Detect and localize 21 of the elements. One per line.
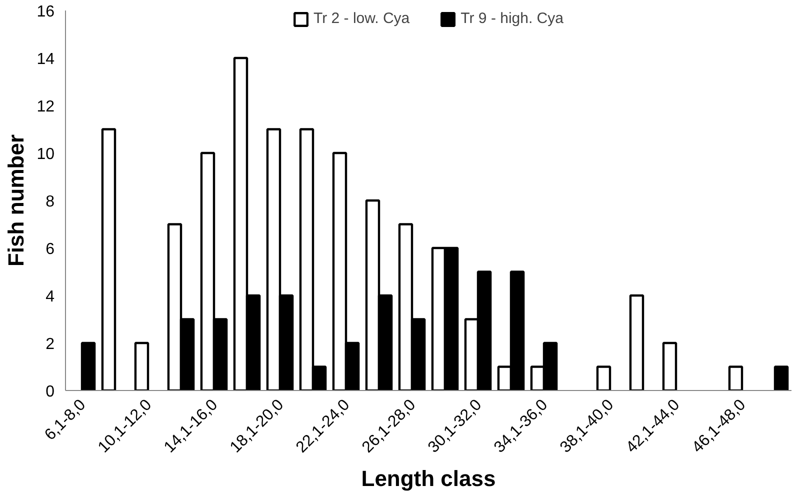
bar [596, 366, 612, 390]
y-tick-label: 8 [46, 194, 55, 210]
y-tick-label: 2 [46, 336, 55, 353]
y-tick-label: 0 [46, 384, 55, 400]
y-tick-label: 14 [36, 51, 55, 68]
legend-label: Tr 9 - high. Cya [460, 10, 564, 27]
bar [662, 342, 678, 390]
y-tick-label: 10 [36, 146, 55, 163]
bar [80, 342, 96, 390]
y-tick-label: 16 [36, 4, 55, 20]
x-axis-title: Length class [361, 466, 496, 491]
bar [629, 294, 644, 390]
y-tick-label: 12 [36, 98, 55, 116]
bar [101, 128, 116, 390]
legend-label: Tr 2 - low. Cya [314, 10, 410, 27]
y-axis-title: Fish number [4, 134, 29, 267]
bar [728, 366, 744, 390]
bar [774, 366, 789, 390]
y-tick-label: 4 [46, 288, 55, 306]
y-tick-label: 6 [46, 241, 55, 258]
bar [134, 342, 150, 390]
